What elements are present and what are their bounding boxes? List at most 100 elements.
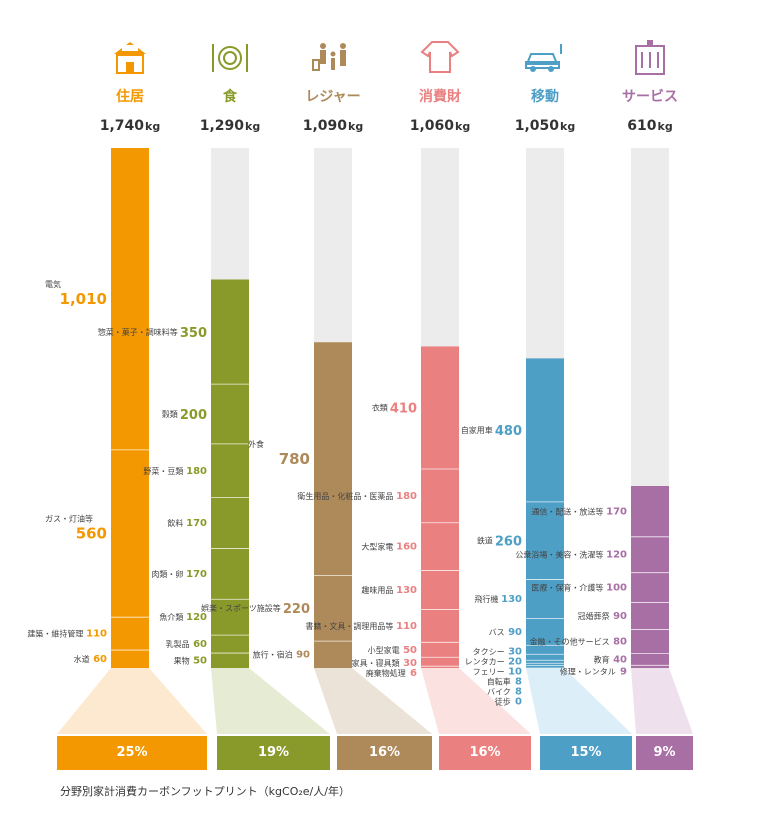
category-total: 1,060kg (385, 118, 495, 134)
segment-value: 170 (186, 518, 207, 529)
segment-name: 外食 (248, 439, 264, 449)
funnel-band (526, 668, 632, 734)
funnel-band (57, 668, 207, 734)
segment-name: 電気 (45, 279, 61, 289)
category-total-unit: kg (145, 120, 161, 133)
electric-car-icon (523, 38, 567, 76)
category-total-unit: kg (657, 120, 673, 133)
segment-value: 780 (279, 450, 310, 468)
category-total-value: 610 (627, 118, 657, 134)
segment-name: 魚介類 (159, 612, 183, 622)
segment-name: 旅行・宿泊 (253, 650, 293, 660)
segment-value: 170 (186, 569, 207, 580)
percent-bar: 16% (439, 736, 531, 770)
category-label: サービス (622, 89, 678, 105)
segment-name: 通信・配送・放送等 (531, 506, 603, 516)
segment-name: 徒歩 (495, 696, 511, 706)
segment-name: 家具・寝具類 (352, 658, 400, 668)
bar-fill (631, 486, 669, 668)
segment-value: 8 (515, 676, 522, 687)
percent-bar: 15% (540, 736, 632, 770)
category-total: 1,050kg (490, 118, 600, 134)
segment-name: 乳製品 (166, 639, 190, 649)
family-travel-icon (311, 38, 355, 76)
segment-value: 9 (620, 666, 627, 677)
segment-value: 60 (193, 639, 207, 650)
segment-name: 飛行機 (474, 594, 498, 604)
segment-value: 10 (508, 666, 522, 677)
segment-value: 180 (396, 491, 417, 502)
category-total-value: 1,740 (99, 118, 145, 134)
segment-name: 医療・保育・介護等 (531, 583, 603, 593)
segment-name: 建築・維持管理 (27, 629, 83, 639)
funnel-band (421, 668, 531, 734)
segment-value: 90 (296, 650, 310, 661)
segment-value: 90 (613, 611, 627, 622)
category-total: 1,740kg (75, 118, 185, 134)
segment-value: 6 (410, 668, 417, 679)
segment-name: 冠婚葬祭 (578, 611, 610, 621)
segment-name: 飲料 (167, 518, 183, 528)
segment-value: 120 (186, 612, 207, 623)
category-label: 住居 (116, 89, 144, 105)
category-total: 1,090kg (278, 118, 388, 134)
segment-value: 110 (86, 629, 107, 640)
segment-name: 水道 (74, 654, 90, 664)
bar-fill (421, 346, 459, 668)
percent-bar: 19% (217, 736, 330, 770)
segment-name: 果物 (174, 656, 190, 666)
segment-name: 鉄道 (477, 536, 493, 546)
segment-name: 修理・レンタル (560, 666, 616, 676)
category-label: レジャー (305, 89, 361, 105)
segment-value: 410 (390, 402, 417, 417)
segment-value: 220 (283, 602, 310, 617)
category-total-value: 1,060 (409, 118, 455, 134)
segment-name: 衛生用品・化粧品・医薬品 (297, 491, 393, 501)
segment-name: 大型家電 (361, 542, 393, 552)
segment-name: フェリー (473, 667, 505, 676)
segment-name: ガス・灯油等 (45, 514, 93, 524)
segment-name: 衣類 (372, 403, 388, 413)
segment-value: 0 (515, 696, 522, 707)
building-icon (628, 38, 672, 76)
segment-value: 40 (613, 654, 627, 665)
segment-name: 金融・その他サービス (530, 636, 610, 646)
segment-name: レンタカー (465, 657, 505, 666)
segment-value: 80 (613, 636, 627, 647)
segment-name: タクシー (473, 647, 505, 656)
segment-value: 480 (495, 424, 522, 439)
segment-value: 350 (180, 326, 207, 341)
house-solar-icon (108, 38, 152, 76)
segment-value: 20 (508, 656, 522, 667)
category-total-unit: kg (245, 120, 261, 133)
bar-fill (111, 148, 149, 668)
funnel-band (314, 668, 432, 734)
segment-name: 小型家電 (368, 645, 400, 655)
percent-bar: 9% (636, 736, 693, 770)
segment-name: 廃棄物処理 (366, 668, 406, 678)
chart-caption: 分野別家計消費カーボンフットプリント（kgCO₂e/人/年） (60, 785, 350, 798)
segment-value: 110 (396, 621, 417, 632)
bar-fill (211, 279, 249, 668)
segment-value: 30 (508, 646, 522, 657)
category-label: 食 (223, 89, 237, 105)
segment-name: 自家用車 (461, 425, 493, 435)
segment-name: 野菜・豆類 (143, 466, 183, 476)
segment-name: 公衆浴場・美容・洗濯等 (515, 550, 603, 560)
bar-fill (526, 358, 564, 668)
segment-name: 肉類・卵 (151, 569, 183, 579)
segment-name: バイク (487, 687, 511, 696)
segment-name: 書籍・文具・調理用品等 (305, 621, 393, 631)
bar-fill (314, 342, 352, 668)
segment-value: 1,010 (60, 290, 107, 308)
segment-value: 90 (508, 627, 522, 638)
category-total-unit: kg (348, 120, 364, 133)
category-label: 移動 (531, 89, 559, 105)
segment-value: 180 (186, 466, 207, 477)
funnel-band (631, 668, 693, 734)
segment-value: 8 (515, 686, 522, 697)
segment-name: 教育 (594, 654, 610, 664)
segment-value: 170 (606, 506, 627, 517)
